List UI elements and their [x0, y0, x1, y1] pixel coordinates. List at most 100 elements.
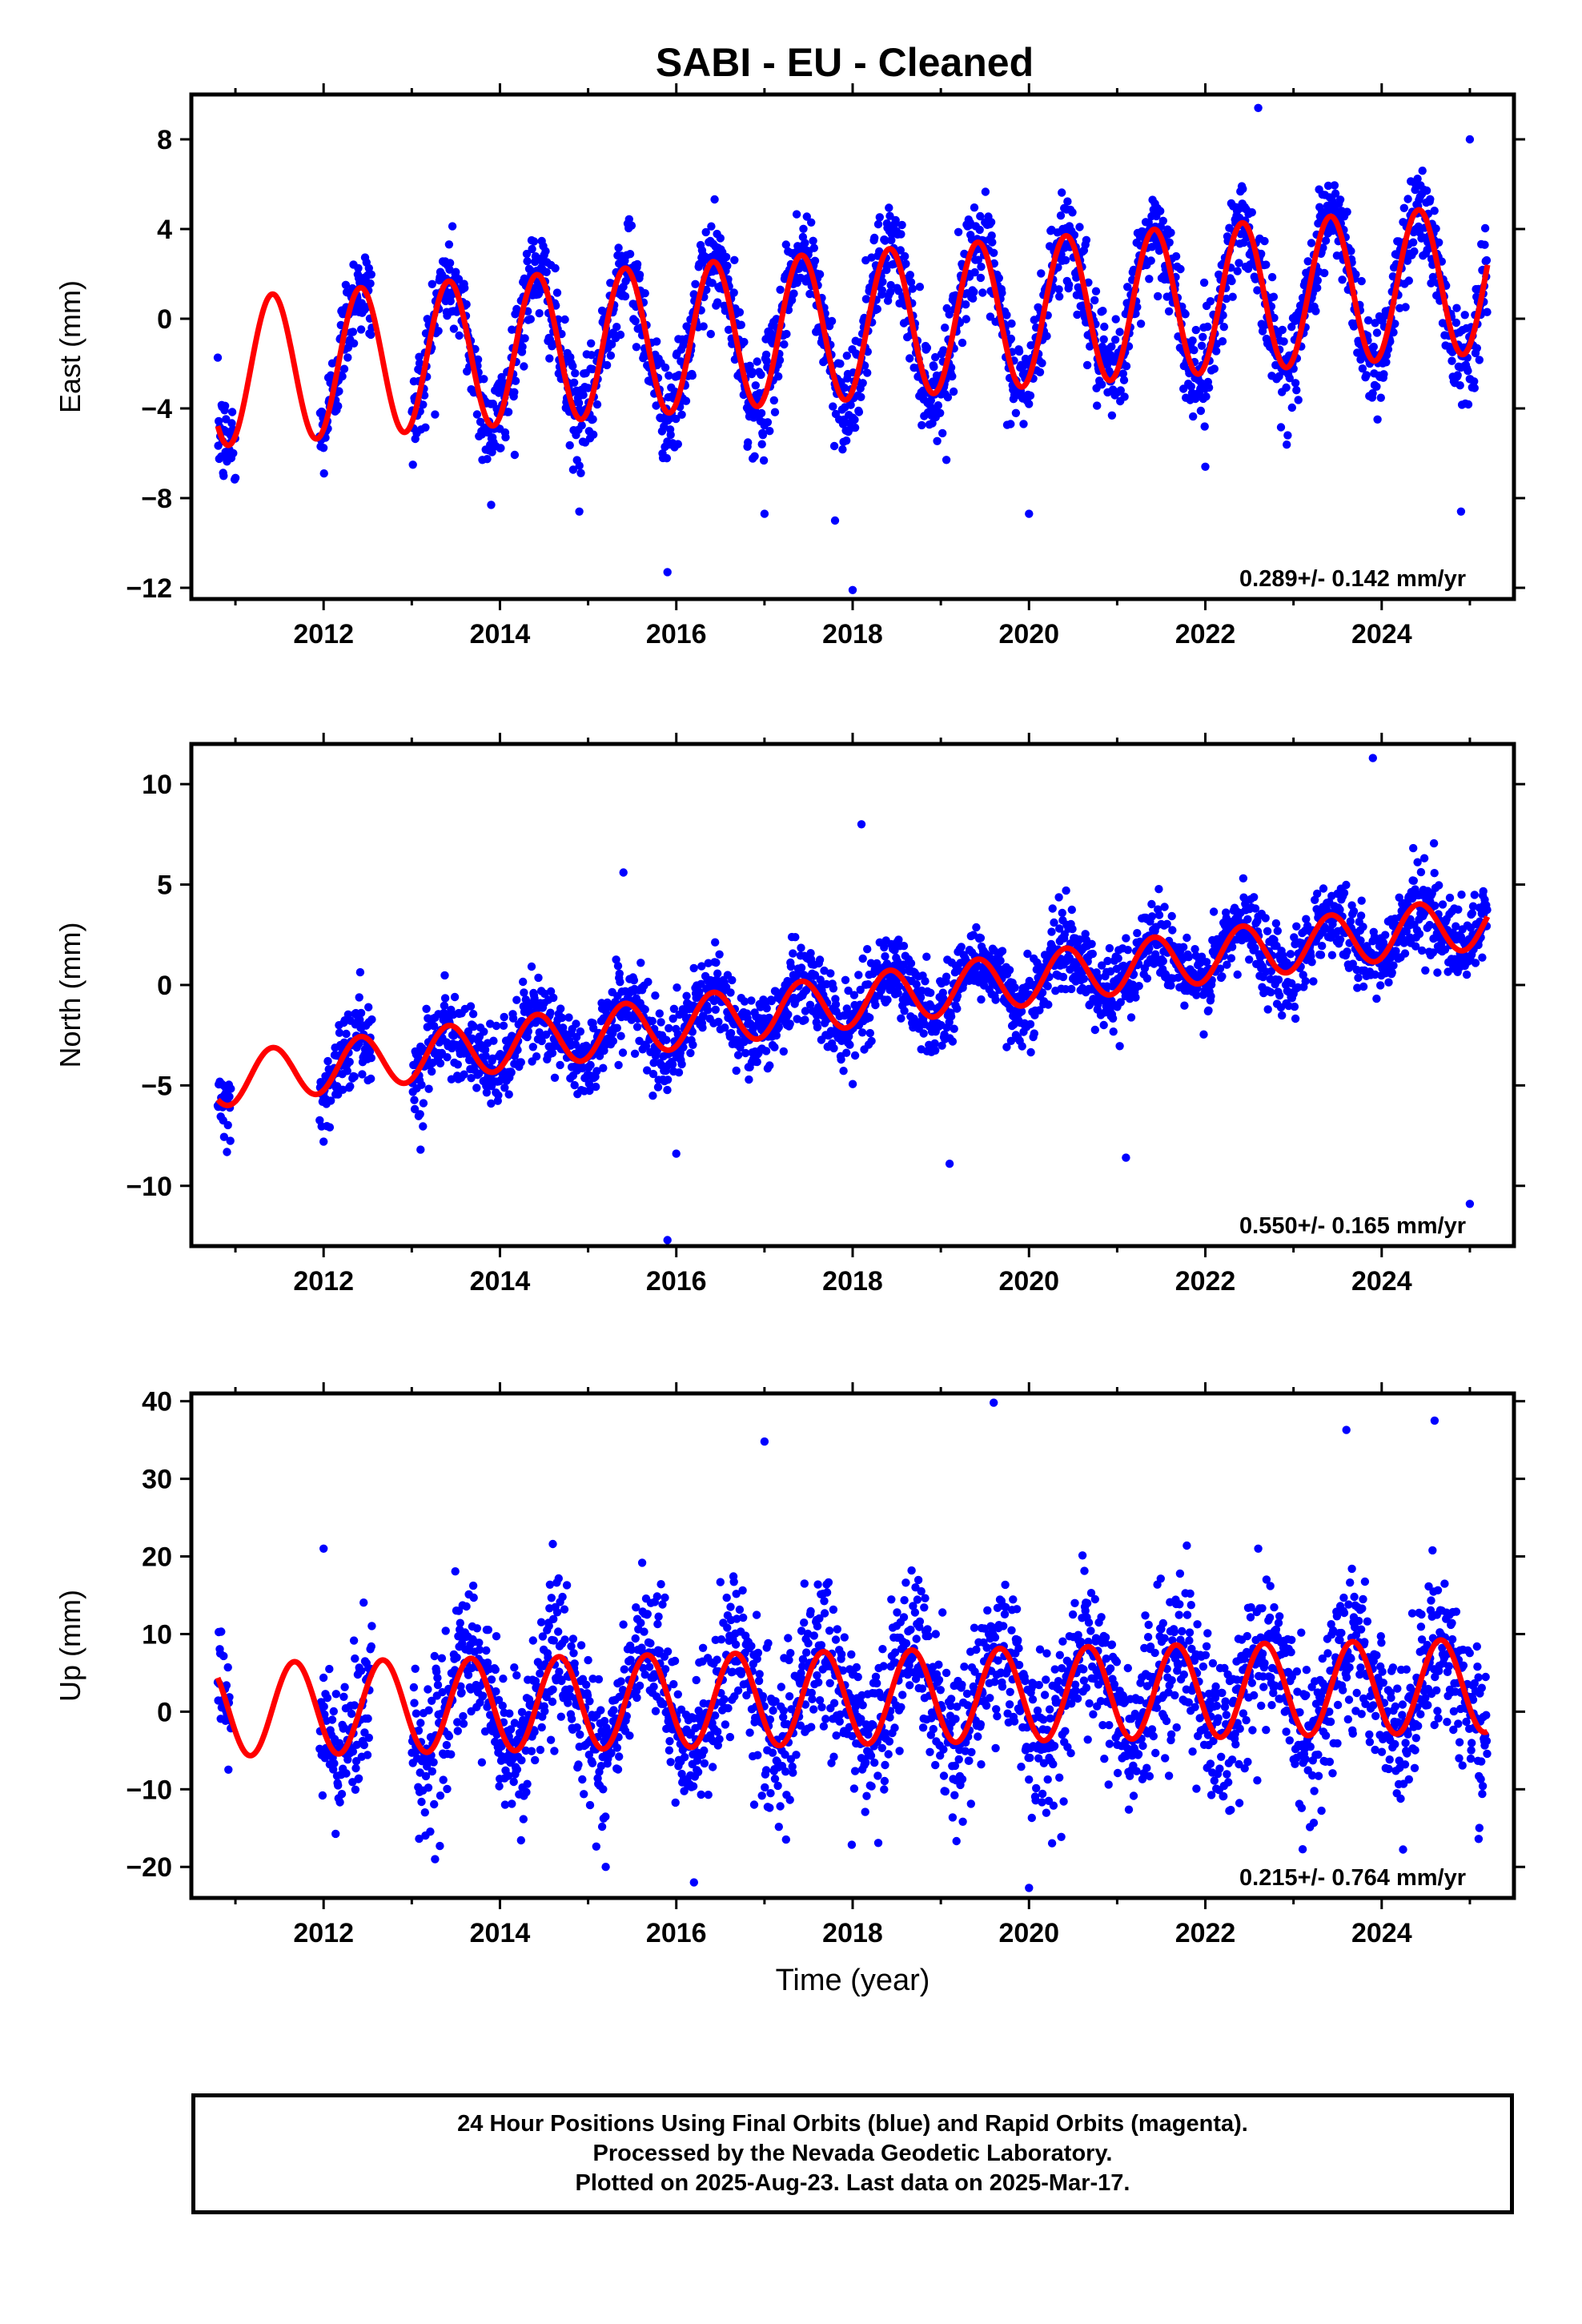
data-point [1430, 869, 1439, 878]
data-point [510, 388, 519, 396]
data-point [1456, 381, 1464, 390]
data-point [708, 279, 717, 287]
data-point [1062, 886, 1070, 895]
data-point [614, 1060, 623, 1070]
data-point [1106, 967, 1115, 976]
data-point [512, 995, 521, 1004]
data-point [331, 1829, 340, 1839]
plot-area [213, 103, 1492, 594]
data-point [1191, 945, 1199, 954]
data-point [784, 1010, 793, 1019]
data-point [632, 1023, 642, 1031]
data-point [614, 243, 623, 252]
data-point [1283, 440, 1291, 449]
data-point [319, 444, 328, 452]
data-point [227, 408, 237, 416]
data-point [1356, 936, 1365, 945]
data-point [864, 980, 873, 989]
data-point [318, 1791, 327, 1800]
data-point [741, 1048, 750, 1058]
data-point [801, 239, 809, 247]
data-point [520, 988, 528, 997]
data-point [656, 1018, 665, 1027]
data-point [440, 1001, 449, 1011]
data-point [1199, 332, 1207, 341]
data-point [750, 452, 759, 460]
data-point [643, 1066, 652, 1075]
data-point [1271, 919, 1281, 928]
data-point [769, 396, 778, 405]
data-point [1006, 420, 1015, 428]
data-point [962, 300, 970, 309]
data-point [487, 501, 496, 509]
data-point [571, 368, 580, 378]
data-point [500, 1084, 509, 1092]
data-point [1038, 359, 1046, 368]
data-point [774, 1023, 783, 1031]
data-point [625, 250, 635, 259]
data-point [428, 1067, 436, 1076]
data-point [354, 1774, 363, 1783]
data-point [673, 983, 681, 992]
data-point [733, 1051, 743, 1059]
data-point [848, 1080, 857, 1088]
data-point [334, 1781, 343, 1790]
data-points [213, 103, 1492, 594]
data-point [1387, 968, 1396, 977]
data-point [1105, 943, 1114, 953]
data-point [575, 507, 584, 516]
data-point [780, 340, 789, 349]
data-point [688, 1027, 697, 1036]
data-point [782, 329, 791, 339]
data-point [1162, 919, 1171, 929]
data-point [763, 418, 773, 427]
data-point [842, 1048, 851, 1057]
data-point [695, 987, 704, 996]
data-point [1267, 987, 1275, 997]
data-point [606, 351, 616, 360]
data-point [510, 450, 520, 460]
data-point [1422, 186, 1431, 195]
data-point [612, 1023, 621, 1032]
data-point [936, 408, 945, 417]
data-point [1483, 308, 1492, 316]
data-point [1098, 307, 1107, 316]
data-point [885, 211, 894, 220]
data-point [894, 982, 904, 991]
data-point [691, 279, 700, 288]
data-point [223, 1148, 231, 1156]
data-point [337, 1790, 347, 1799]
data-point [770, 408, 780, 416]
data-point [225, 1092, 234, 1101]
data-point [1181, 310, 1190, 319]
data-point [219, 1651, 228, 1661]
data-point [1030, 1029, 1039, 1038]
velocity-annotation: 0.289+/- 0.142 mm/yr [1239, 566, 1466, 592]
data-point [410, 1096, 419, 1104]
data-point [1115, 328, 1124, 336]
data-point [829, 441, 839, 451]
data-point [619, 868, 628, 877]
data-point [948, 372, 957, 381]
data-point [1480, 240, 1489, 249]
data-point [1319, 884, 1328, 893]
data-point [706, 329, 715, 339]
data-point [1017, 1007, 1026, 1016]
data-point [830, 516, 840, 525]
data-point [1321, 236, 1331, 245]
data-point [213, 353, 223, 362]
data-point [665, 1023, 673, 1033]
data-point [1103, 956, 1112, 966]
data-point [568, 361, 577, 371]
data-point [504, 408, 513, 416]
data-point [1086, 342, 1094, 351]
data-point [926, 988, 935, 998]
data-point [534, 973, 543, 983]
data-point [1372, 382, 1381, 391]
data-point [941, 324, 950, 332]
data-point [946, 363, 956, 372]
data-point [1302, 915, 1311, 923]
data-point [857, 392, 865, 401]
data-point [950, 1024, 958, 1033]
data-point [319, 469, 328, 478]
